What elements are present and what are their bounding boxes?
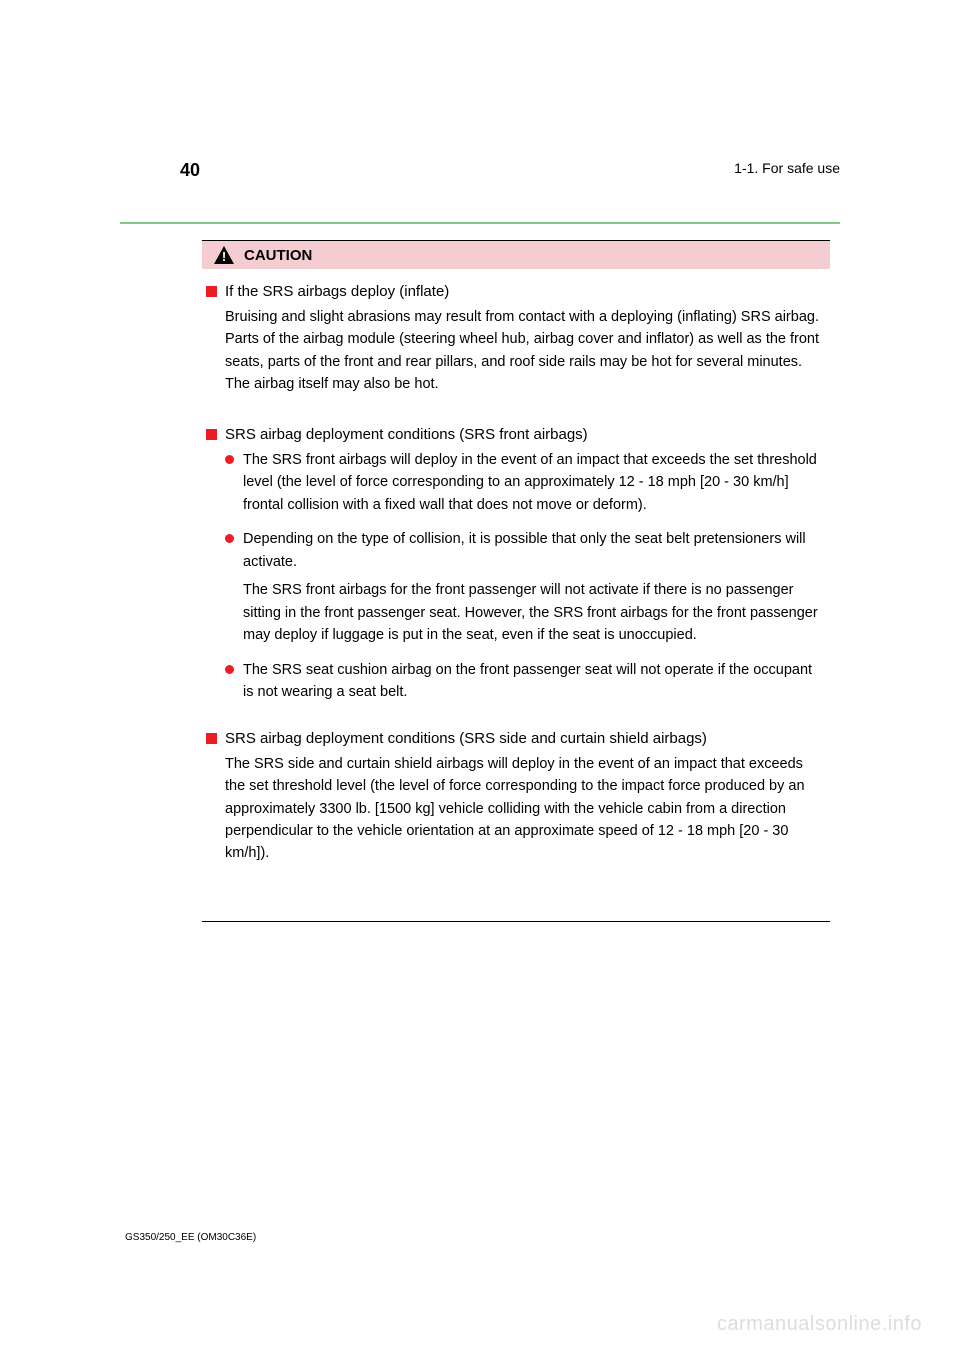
- section-title: 1-1. For safe use: [734, 160, 840, 181]
- section-heading-row: If the SRS airbags deploy (inflate): [206, 283, 826, 300]
- caution-content: If the SRS airbags deploy (inflate) Brui…: [202, 269, 830, 921]
- bullet-text: The SRS seat cushion airbag on the front…: [243, 659, 826, 704]
- section-marker-icon: [206, 286, 217, 297]
- section-marker-icon: [206, 733, 217, 744]
- section-heading-row: SRS airbag deployment conditions (SRS si…: [206, 730, 826, 747]
- watermark: carmanualsonline.info: [717, 1313, 922, 1336]
- section-heading: SRS airbag deployment conditions (SRS si…: [225, 730, 707, 747]
- section-heading: SRS airbag deployment conditions (SRS fr…: [225, 426, 588, 443]
- bullet-marker-icon: [225, 455, 234, 464]
- section-body-text: Bruising and slight abrasions may result…: [225, 306, 826, 396]
- section-body-text: The SRS side and curtain shield airbags …: [225, 753, 826, 865]
- bullet-marker-icon: [225, 665, 234, 674]
- warning-triangle-icon: [214, 246, 234, 264]
- bullet-marker-icon: [225, 534, 234, 543]
- caution-box: CAUTION If the SRS airbags deploy (infla…: [202, 240, 830, 922]
- page-number: 40: [180, 160, 200, 181]
- bullet-sub-text: The SRS front airbags for the front pass…: [243, 579, 826, 646]
- caution-label: CAUTION: [244, 247, 312, 264]
- section-heading-row: SRS airbag deployment conditions (SRS fr…: [206, 426, 826, 443]
- header-divider: [120, 222, 840, 224]
- bullet-row: The SRS front airbags will deploy in the…: [225, 449, 826, 516]
- page-header: 40 1-1. For safe use: [180, 160, 840, 181]
- bullet-text: The SRS front airbags will deploy in the…: [243, 449, 826, 516]
- bullet-text: Depending on the type of collision, it i…: [243, 528, 826, 573]
- section-heading: If the SRS airbags deploy (inflate): [225, 283, 449, 300]
- caution-header: CAUTION: [202, 241, 830, 269]
- section-marker-icon: [206, 429, 217, 440]
- footer-code: GS350/250_EE (OM30C36E): [125, 1232, 256, 1243]
- bullet-row: The SRS seat cushion airbag on the front…: [225, 659, 826, 704]
- bullet-row: Depending on the type of collision, it i…: [225, 528, 826, 573]
